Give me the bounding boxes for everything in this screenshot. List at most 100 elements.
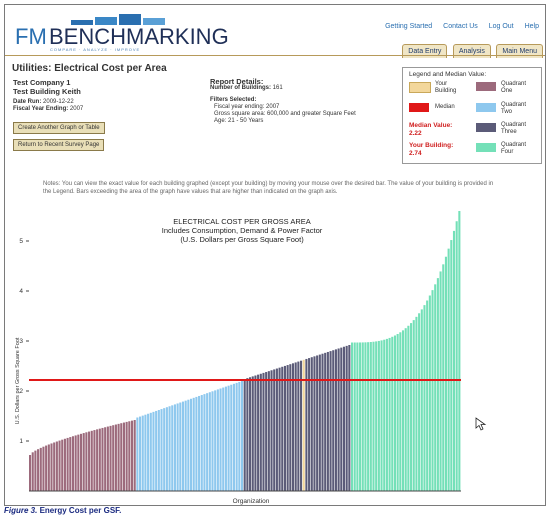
building-bar[interactable] <box>71 436 75 491</box>
building-bar[interactable] <box>452 230 456 491</box>
building-bar[interactable] <box>267 371 270 491</box>
building-bar[interactable] <box>219 388 222 491</box>
building-bar[interactable] <box>149 412 152 491</box>
building-bar[interactable] <box>372 341 375 491</box>
building-bar[interactable] <box>259 373 262 491</box>
building-bar[interactable] <box>297 361 300 491</box>
building-bar[interactable] <box>431 290 434 491</box>
building-bar[interactable] <box>128 421 131 491</box>
building-bar[interactable] <box>310 357 313 491</box>
building-bar[interactable] <box>206 393 209 491</box>
building-bar[interactable] <box>117 423 120 491</box>
building-bar[interactable] <box>308 358 311 491</box>
building-bar[interactable] <box>455 221 458 491</box>
building-bar[interactable] <box>214 390 217 491</box>
building-bar[interactable] <box>316 355 319 491</box>
building-bar[interactable] <box>106 426 109 491</box>
building-bar[interactable] <box>283 365 286 491</box>
building-bar[interactable] <box>133 420 136 491</box>
building-bar[interactable] <box>98 428 101 491</box>
link-contact-us[interactable]: Contact Us <box>443 23 478 30</box>
building-bar[interactable] <box>125 421 128 491</box>
building-bar[interactable] <box>130 420 134 491</box>
building-bar[interactable] <box>55 441 58 491</box>
building-bar[interactable] <box>426 300 429 491</box>
building-bar[interactable] <box>377 340 380 491</box>
building-bar[interactable] <box>163 408 166 491</box>
building-bar[interactable] <box>184 400 187 491</box>
link-getting-started[interactable]: Getting Started <box>385 23 433 30</box>
building-bar[interactable] <box>359 342 362 491</box>
building-bar[interactable] <box>444 256 447 491</box>
building-bar[interactable] <box>230 384 233 491</box>
create-graph-button[interactable]: Create Another Graph or Table <box>13 122 105 134</box>
building-bar[interactable] <box>278 367 281 491</box>
building-bar[interactable] <box>171 405 174 491</box>
building-bar[interactable] <box>240 381 244 491</box>
building-bar[interactable] <box>122 422 125 491</box>
building-bar[interactable] <box>47 444 50 491</box>
building-bar[interactable] <box>63 438 66 491</box>
building-bar[interactable] <box>273 369 276 491</box>
building-bar[interactable] <box>93 430 96 491</box>
building-bar[interactable] <box>232 383 236 491</box>
building-bar[interactable] <box>356 342 359 491</box>
building-bar[interactable] <box>249 377 252 491</box>
building-bar[interactable] <box>147 413 150 491</box>
building-bar[interactable] <box>224 386 227 491</box>
building-bar[interactable] <box>294 362 297 491</box>
building-bar[interactable] <box>79 433 83 491</box>
building-bar[interactable] <box>53 442 56 491</box>
building-bar[interactable] <box>447 248 450 491</box>
building-bar[interactable] <box>90 430 93 491</box>
building-bar[interactable] <box>281 366 284 491</box>
building-bar[interactable] <box>348 345 351 491</box>
building-bar[interactable] <box>326 351 329 491</box>
building-bar[interactable] <box>318 354 321 491</box>
building-bar[interactable] <box>324 352 327 491</box>
building-bar[interactable] <box>235 382 238 491</box>
building-bar[interactable] <box>321 353 324 491</box>
building-bar[interactable] <box>410 323 413 491</box>
building-bar[interactable] <box>157 410 160 491</box>
building-bar[interactable] <box>216 389 219 491</box>
building-bar[interactable] <box>342 346 346 491</box>
building-bar[interactable] <box>208 392 211 491</box>
building-bar[interactable] <box>361 342 364 491</box>
building-bar[interactable] <box>227 385 230 491</box>
building-bar[interactable] <box>291 363 295 491</box>
building-bar[interactable] <box>96 429 99 491</box>
building-bar[interactable] <box>155 410 158 491</box>
building-bar[interactable] <box>39 447 42 491</box>
building-bar[interactable] <box>415 316 418 491</box>
building-bar[interactable] <box>203 394 206 491</box>
building-bar[interactable] <box>246 378 249 491</box>
building-bar[interactable] <box>337 348 340 491</box>
building-bar[interactable] <box>418 313 421 491</box>
building-bar[interactable] <box>136 417 139 492</box>
building-bar[interactable] <box>458 211 461 491</box>
building-bar[interactable] <box>192 397 195 491</box>
building-bar[interactable] <box>238 381 241 491</box>
building-bar[interactable] <box>391 336 394 491</box>
building-bar[interactable] <box>286 365 289 491</box>
building-bar[interactable] <box>34 450 37 491</box>
building-bar[interactable] <box>428 295 431 491</box>
building-bar[interactable] <box>31 452 34 491</box>
building-bar[interactable] <box>388 337 391 491</box>
building-bar[interactable] <box>88 431 91 491</box>
building-bar[interactable] <box>407 325 410 491</box>
building-bar[interactable] <box>61 439 64 491</box>
building-bar[interactable] <box>251 376 254 491</box>
building-bar[interactable] <box>29 455 32 491</box>
link-log-out[interactable]: Log Out <box>488 23 514 30</box>
building-bar[interactable] <box>173 404 176 491</box>
building-bar[interactable] <box>404 328 407 491</box>
building-bar[interactable] <box>254 375 257 491</box>
return-survey-button[interactable]: Return to Recent Survey Page <box>13 139 105 151</box>
building-bar[interactable] <box>112 425 115 491</box>
building-bar[interactable] <box>181 401 185 491</box>
building-bar[interactable] <box>345 345 348 491</box>
building-bar[interactable] <box>165 407 168 491</box>
building-bar[interactable] <box>120 423 123 491</box>
